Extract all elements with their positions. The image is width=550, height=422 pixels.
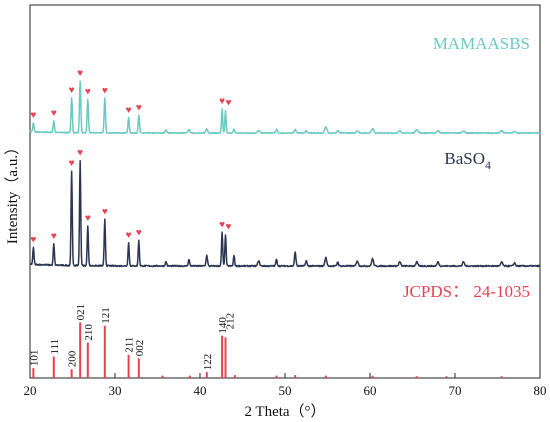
peak-heart-marker: ♥ xyxy=(136,103,142,114)
peak-heart-marker: ♥ xyxy=(126,105,132,116)
peak-marker-group: ♥ ♥♥♥♥ ♥♥ ♥♥ ♥♥ ♥♥♥♥♥♥ ♥♥ ♥ xyxy=(30,68,231,246)
reference-line-label: 122 xyxy=(202,354,214,371)
x-tick-label: 50 xyxy=(279,383,292,398)
peak-heart-marker: ♥ xyxy=(226,98,232,109)
reference-line-label: 002 xyxy=(134,340,146,357)
x-tick-label: 70 xyxy=(449,383,462,398)
series-line-mamaasbs xyxy=(29,80,541,135)
reference-label: JCPDS： 24-1035 xyxy=(403,282,530,301)
peak-heart-marker: ♥ xyxy=(77,68,83,79)
peak-heart-marker: ♥ xyxy=(102,85,108,96)
peak-heart-marker: ♥ xyxy=(51,231,57,242)
y-axis-title: Intensity（a.u.） xyxy=(4,140,21,244)
series-line-baso4 xyxy=(29,159,541,268)
series-label-baso4-subscript: 4 xyxy=(485,158,491,172)
x-tick-label: 80 xyxy=(534,383,547,398)
reference-line-label: 121 xyxy=(100,307,112,324)
peak-heart-marker: ♥ xyxy=(69,85,75,96)
x-axis-ticks: 20 30 40 50 60 70 80 xyxy=(24,373,547,398)
peak-heart-marker: ♥ xyxy=(126,230,132,241)
reference-line-label: 210 xyxy=(83,324,95,341)
series-label-baso4-base: BaSO xyxy=(444,149,485,168)
peak-heart-marker: ♥ xyxy=(136,228,142,239)
x-tick-label: 60 xyxy=(364,383,377,398)
reference-line-label: 111 xyxy=(49,339,61,355)
x-tick-label: 20 xyxy=(24,383,37,398)
series-label-baso4: BaSO4 xyxy=(444,149,491,172)
reference-line-label: 212 xyxy=(225,313,237,330)
peak-heart-marker: ♥ xyxy=(77,148,83,159)
peak-heart-marker: ♥ xyxy=(69,158,75,169)
reference-line-label: 101 xyxy=(28,350,40,367)
x-tick-label: 30 xyxy=(109,383,122,398)
peak-heart-marker: ♥ xyxy=(85,87,91,98)
x-axis-title: 2 Theta（°） xyxy=(244,403,325,420)
series-group xyxy=(29,80,541,268)
reference-line-label: 200 xyxy=(67,350,79,367)
series-label-mamaasbs: MAMAASBS xyxy=(433,34,530,53)
peak-heart-marker: ♥ xyxy=(226,221,232,232)
x-tick-label: 40 xyxy=(194,383,207,398)
peak-heart-marker: ♥ xyxy=(51,108,57,119)
reference-lines-group xyxy=(32,322,503,378)
reference-line-label: 021 xyxy=(75,304,87,321)
reference-line-label: 211 xyxy=(124,337,136,353)
peak-heart-marker: ♥ xyxy=(30,235,36,246)
peak-heart-marker: ♥ xyxy=(102,207,108,218)
peak-heart-marker: ♥ xyxy=(30,110,36,121)
reference-line-label: 140 xyxy=(217,317,229,334)
peak-heart-marker: ♥ xyxy=(85,213,91,224)
peak-heart-marker: ♥ xyxy=(219,96,225,107)
peak-heart-marker: ♥ xyxy=(219,219,225,230)
